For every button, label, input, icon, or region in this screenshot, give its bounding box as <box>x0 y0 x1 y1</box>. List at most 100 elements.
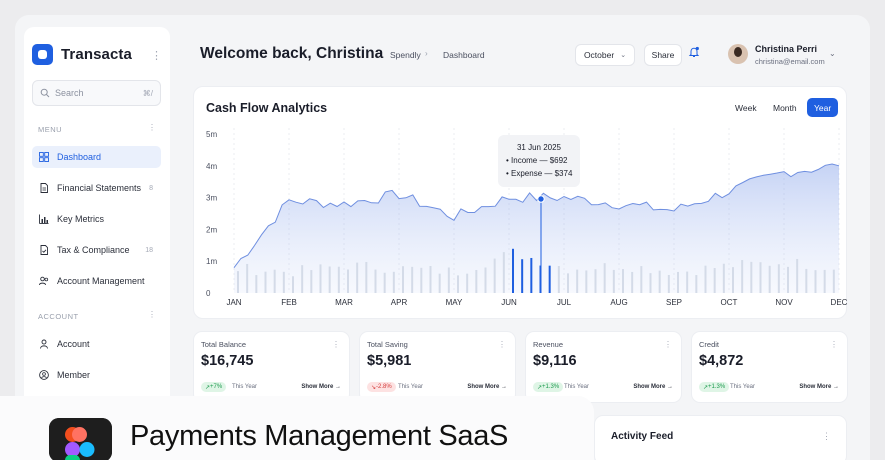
expense-bar <box>521 259 524 293</box>
expense-bar <box>282 271 285 293</box>
account-section-label: ACCOUNT <box>38 312 79 321</box>
stat-period: This Year <box>232 384 258 390</box>
stat-change-badge: ↘ -2.8% <box>367 382 396 392</box>
stat-card-credit: Credit ⋮ $4,872 ↗ +1.3% This Year Show Mo… <box>691 331 848 403</box>
show-more-link[interactable]: Show More → <box>301 384 341 390</box>
expense-bar <box>750 261 753 293</box>
sidebar-item-account-management[interactable]: Account Management <box>32 270 161 292</box>
brand[interactable]: Transacta <box>32 44 132 65</box>
x-tick-label: MAY <box>446 298 463 307</box>
expense-bar <box>493 258 496 293</box>
x-tick-label: JUN <box>501 298 517 307</box>
expense-bar <box>722 263 725 293</box>
sidebar-item-member[interactable]: Member <box>32 364 161 386</box>
activity-feed-card: Activity Feed ⋮ <box>594 415 847 460</box>
x-tick-label: DEC <box>831 298 848 307</box>
app-logo-icon <box>32 44 53 65</box>
y-tick-label: 0 <box>206 289 211 298</box>
expense-bar <box>264 271 267 293</box>
expense-bar <box>365 261 368 293</box>
expense-bar <box>328 266 331 293</box>
stat-label: Total Balance <box>201 340 247 349</box>
range-year[interactable]: Year <box>807 98 839 117</box>
expense-bar <box>447 267 450 293</box>
sidebar-item-dashboard[interactable]: Dashboard <box>32 146 161 168</box>
trend-up-icon: ↗ <box>703 384 709 391</box>
sidebar-item-tax-compliance[interactable]: Tax & Compliance 18 <box>32 239 161 261</box>
breadcrumb-spendly[interactable]: Spendly <box>390 50 421 60</box>
x-tick-label: AUG <box>610 298 627 307</box>
expense-bar <box>402 266 404 293</box>
sidebar-more-icon[interactable]: ⋮ <box>151 50 162 62</box>
y-tick-label: 4m <box>206 162 217 171</box>
search-input[interactable]: Search ⌘/ <box>32 80 161 106</box>
account-section-more-icon[interactable]: ⋮ <box>148 310 156 319</box>
sidebar-item-label: Account <box>57 339 90 349</box>
expense-bar <box>695 275 698 293</box>
sidebar-item-label: Account Management <box>57 276 145 286</box>
expense-bar <box>612 269 615 293</box>
period-value: October <box>583 50 615 60</box>
bell-icon[interactable] <box>688 46 700 58</box>
expense-bar <box>438 273 441 293</box>
stat-more-icon[interactable]: ⋮ <box>664 340 672 349</box>
y-tick-label: 2m <box>206 225 217 234</box>
users-icon <box>39 276 49 286</box>
sidebar-item-financial-statements[interactable]: Financial Statements 8 <box>32 177 161 199</box>
x-tick-label: APR <box>391 298 408 307</box>
stat-more-icon[interactable]: ⋮ <box>830 340 838 349</box>
expense-bar <box>713 267 716 293</box>
cash-flow-chart[interactable]: 0 1m 2m 3m 4m 5m JAN FEB MAR APR MAY JUN JUL AUG SEP OC… <box>194 87 848 320</box>
stat-card-total-balance: Total Balance ⋮ $16,745 ↗ +7% This Year S… <box>193 331 350 403</box>
activity-feed-title: Activity Feed <box>611 431 674 442</box>
search-icon <box>40 88 50 98</box>
sidebar-item-account[interactable]: Account <box>32 333 161 355</box>
show-more-link[interactable]: Show More → <box>467 384 507 390</box>
expense-bar <box>768 265 771 293</box>
breadcrumb-dashboard[interactable]: Dashboard <box>443 50 485 60</box>
stat-period: This Year <box>398 384 424 390</box>
user-email: christina@email.com <box>755 57 825 66</box>
stat-change-badge: ↗ +1.3% <box>699 382 730 392</box>
expense-bar <box>319 264 322 293</box>
expense-bar <box>603 263 606 293</box>
range-week[interactable]: Week <box>735 102 757 113</box>
show-more-link[interactable]: Show More → <box>633 384 673 390</box>
user-icon <box>40 339 48 349</box>
sidebar-item-label: Tax & Compliance <box>57 245 130 255</box>
expense-bar <box>787 266 789 293</box>
expense-bar <box>475 269 478 293</box>
expense-bar <box>585 270 588 293</box>
user-menu-chevron-icon[interactable]: ⌄ <box>829 49 836 58</box>
expense-bar <box>777 264 780 293</box>
expense-bar <box>484 267 487 293</box>
period-select[interactable]: October ⌄ <box>575 44 635 66</box>
income-area <box>234 164 839 293</box>
y-tick-label: 1m <box>206 257 217 266</box>
chart-tooltip: 31 Jun 2025 • Income — $692 • Expense — … <box>498 135 580 187</box>
sidebar-item-key-metrics[interactable]: Key Metrics <box>32 208 161 230</box>
stat-label: Revenue <box>533 340 564 349</box>
activity-more-icon[interactable]: ⋮ <box>822 431 831 441</box>
stat-period: This Year <box>564 384 590 390</box>
show-more-link[interactable]: Show More → <box>799 384 839 390</box>
expense-bar <box>301 265 304 293</box>
expense-bar <box>246 263 249 293</box>
x-tick-label: JUL <box>557 298 572 307</box>
expense-bar <box>622 269 624 293</box>
expense-bar <box>686 271 689 293</box>
expense-bar <box>814 270 817 293</box>
expense-bar <box>411 266 414 293</box>
x-tick-label: JAN <box>226 298 241 307</box>
x-tick-label: MAR <box>335 298 353 307</box>
avatar[interactable] <box>728 44 748 64</box>
expense-bar <box>548 265 551 293</box>
stat-more-icon[interactable]: ⋮ <box>332 340 340 349</box>
range-month[interactable]: Month <box>773 102 797 113</box>
grid-icon <box>39 152 49 162</box>
menu-section-more-icon[interactable]: ⋮ <box>148 123 156 132</box>
stat-more-icon[interactable]: ⋮ <box>498 340 506 349</box>
share-button[interactable]: Share <box>644 44 682 66</box>
expense-bar <box>567 273 569 293</box>
sidebar: Transacta ⋮ Search ⌘/ MENU ⋮ Dashboard F… <box>24 27 170 460</box>
